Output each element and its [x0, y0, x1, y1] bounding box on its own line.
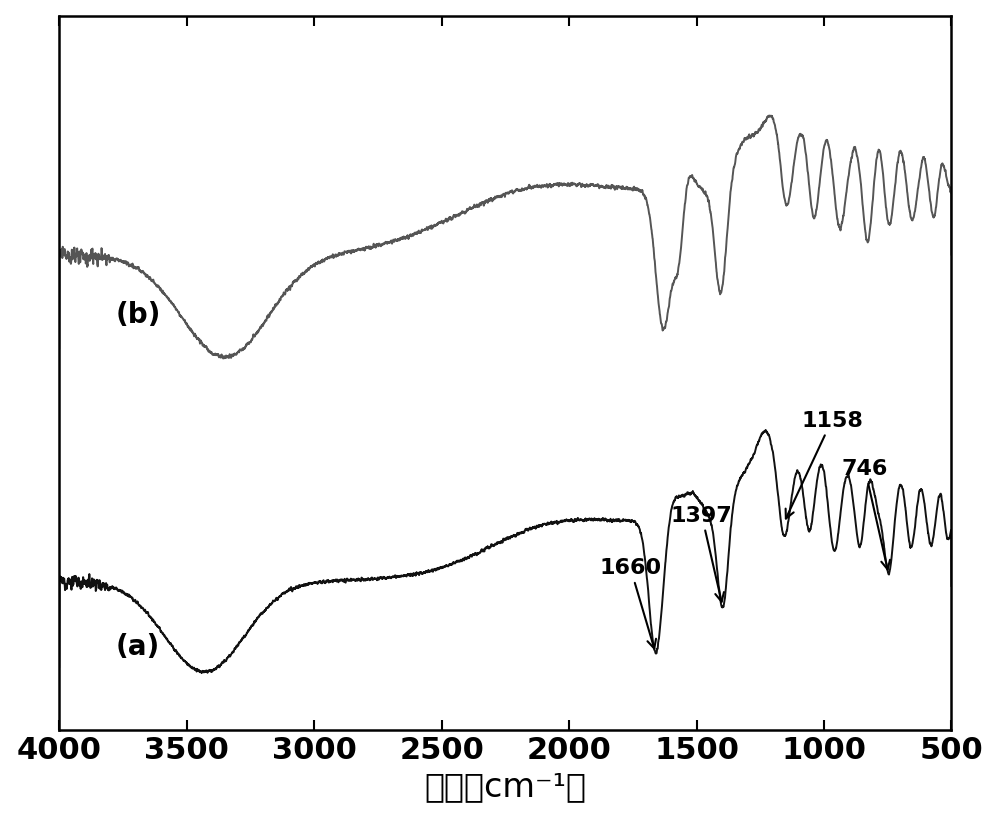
Text: (a): (a) [115, 632, 160, 660]
X-axis label: 波长（cm⁻¹）: 波长（cm⁻¹） [424, 769, 586, 803]
Text: 746: 746 [842, 459, 890, 570]
Text: 1158: 1158 [786, 410, 863, 519]
Text: 1397: 1397 [671, 505, 732, 602]
Text: 1660: 1660 [599, 558, 661, 649]
Text: (b): (b) [115, 301, 161, 328]
